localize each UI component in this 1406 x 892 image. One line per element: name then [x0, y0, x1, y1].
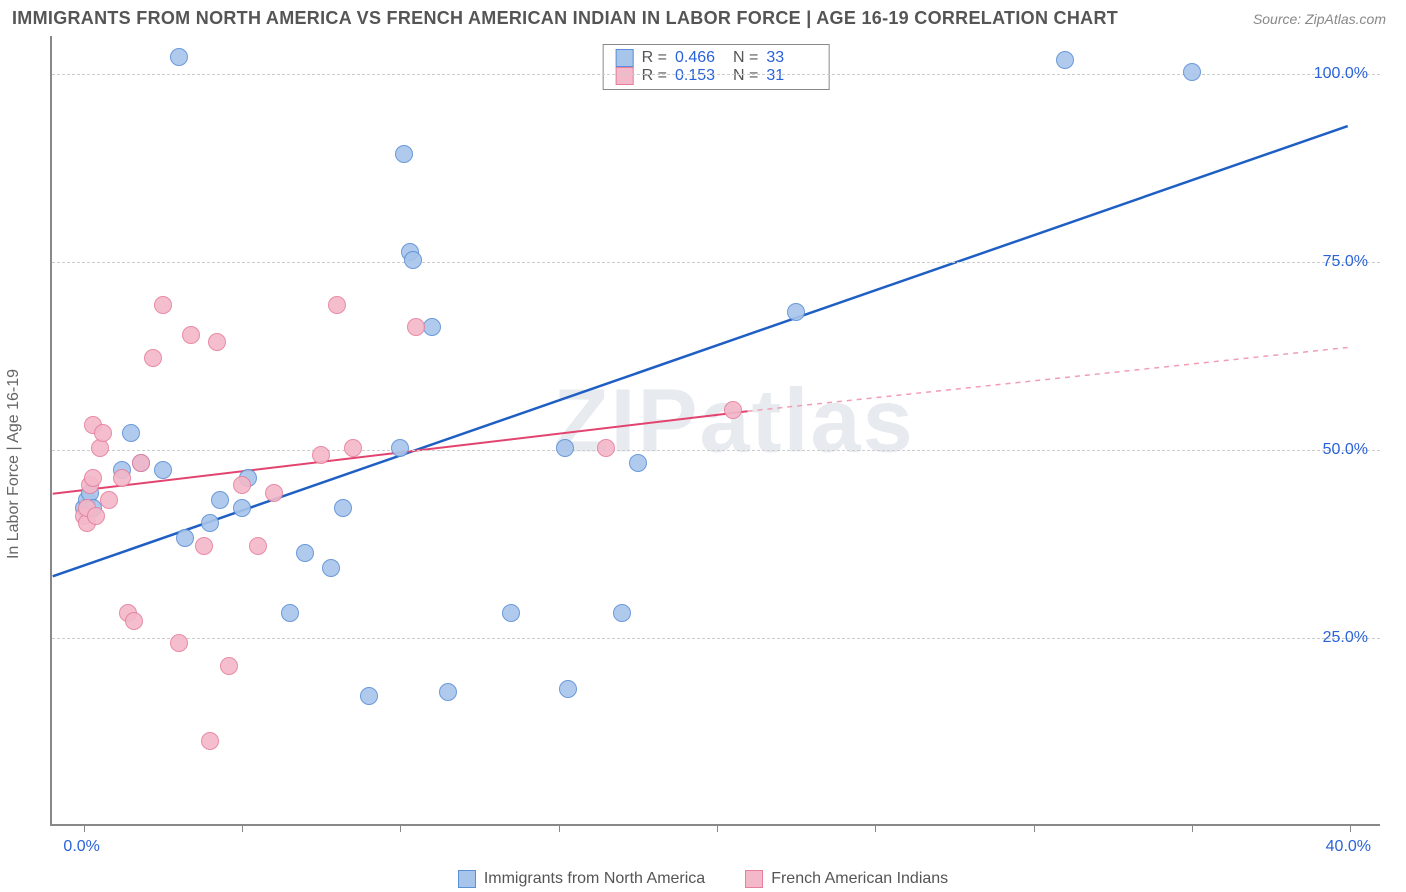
n-label: N =	[733, 67, 758, 85]
data-point	[265, 484, 283, 502]
x-tick	[717, 824, 718, 832]
data-point	[439, 683, 457, 701]
x-tick	[1034, 824, 1035, 832]
data-point	[502, 604, 520, 622]
data-point	[1183, 63, 1201, 81]
n-value-2: 31	[766, 67, 816, 85]
swatch-series-1	[616, 49, 634, 67]
data-point	[249, 537, 267, 555]
data-point	[360, 687, 378, 705]
data-point	[312, 446, 330, 464]
data-point	[220, 657, 238, 675]
data-point	[391, 439, 409, 457]
stats-row-2: R = 0.153 N = 31	[616, 67, 817, 85]
gridline-h	[52, 638, 1380, 639]
legend-swatch-1	[458, 870, 476, 888]
x-tick-label: 0.0%	[63, 838, 99, 856]
data-point	[176, 529, 194, 547]
data-point	[154, 461, 172, 479]
gridline-h	[52, 262, 1380, 263]
watermark: ZIPatlas	[553, 370, 914, 473]
n-value-1: 33	[766, 49, 816, 67]
data-point	[144, 349, 162, 367]
data-point	[322, 559, 340, 577]
data-point	[211, 491, 229, 509]
y-tick-label: 25.0%	[1323, 629, 1368, 647]
legend-item-2: French American Indians	[745, 870, 948, 888]
r-value-1: 0.466	[675, 49, 725, 67]
r-value-2: 0.153	[675, 67, 725, 85]
stats-legend-box: R = 0.466 N = 33 R = 0.153 N = 31	[603, 44, 830, 90]
chart-container: In Labor Force | Age 16-19 ZIPatlas R = …	[0, 36, 1406, 892]
data-point	[629, 454, 647, 472]
data-point	[407, 318, 425, 336]
data-point	[233, 476, 251, 494]
n-label: N =	[733, 49, 758, 67]
y-tick-label: 50.0%	[1323, 441, 1368, 459]
r-label: R =	[642, 67, 667, 85]
y-axis-title: In Labor Force | Age 16-19	[5, 369, 23, 559]
data-point	[1056, 51, 1074, 69]
data-point	[122, 424, 140, 442]
gridline-h	[52, 74, 1380, 75]
data-point	[334, 499, 352, 517]
data-point	[182, 326, 200, 344]
data-point	[613, 604, 631, 622]
legend-swatch-2	[745, 870, 763, 888]
x-tick	[1350, 824, 1351, 832]
data-point	[344, 439, 362, 457]
x-tick-label: 40.0%	[1326, 838, 1371, 856]
legend-label-1: Immigrants from North America	[484, 870, 705, 888]
data-point	[154, 296, 172, 314]
swatch-series-2	[616, 67, 634, 85]
data-point	[423, 318, 441, 336]
data-point	[296, 544, 314, 562]
chart-title: IMMIGRANTS FROM NORTH AMERICA VS FRENCH …	[12, 8, 1118, 29]
data-point	[281, 604, 299, 622]
legend-item-1: Immigrants from North America	[458, 870, 705, 888]
plot-area: ZIPatlas R = 0.466 N = 33 R = 0.153 N = …	[50, 36, 1380, 826]
data-point	[201, 514, 219, 532]
source-label: Source: ZipAtlas.com	[1253, 11, 1386, 27]
bottom-legend: Immigrants from North America French Ame…	[0, 870, 1406, 888]
legend-label-2: French American Indians	[771, 870, 948, 888]
data-point	[94, 424, 112, 442]
data-point	[395, 145, 413, 163]
data-point	[208, 333, 226, 351]
x-tick	[559, 824, 560, 832]
data-point	[170, 634, 188, 652]
gridline-h	[52, 450, 1380, 451]
data-point	[556, 439, 574, 457]
r-label: R =	[642, 49, 667, 67]
data-point	[597, 439, 615, 457]
data-point	[100, 491, 118, 509]
data-point	[787, 303, 805, 321]
data-point	[559, 680, 577, 698]
data-point	[84, 469, 102, 487]
data-point	[328, 296, 346, 314]
data-point	[195, 537, 213, 555]
x-tick	[84, 824, 85, 832]
x-tick	[400, 824, 401, 832]
data-point	[132, 454, 150, 472]
y-tick-label: 75.0%	[1323, 253, 1368, 271]
x-tick	[242, 824, 243, 832]
data-point	[170, 48, 188, 66]
data-point	[724, 401, 742, 419]
data-point	[125, 612, 143, 630]
data-point	[201, 732, 219, 750]
x-tick	[875, 824, 876, 832]
x-tick	[1192, 824, 1193, 832]
y-tick-label: 100.0%	[1314, 65, 1368, 83]
data-point	[87, 507, 105, 525]
data-point	[113, 469, 131, 487]
data-point	[404, 251, 422, 269]
trend-line	[748, 347, 1348, 411]
data-point	[233, 499, 251, 517]
trend-lines-layer	[52, 36, 1380, 824]
chart-header: IMMIGRANTS FROM NORTH AMERICA VS FRENCH …	[0, 0, 1406, 33]
stats-row-1: R = 0.466 N = 33	[616, 49, 817, 67]
